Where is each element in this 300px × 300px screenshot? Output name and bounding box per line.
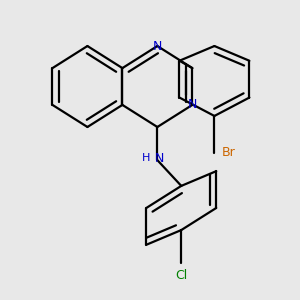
Text: Br: Br	[222, 146, 236, 159]
Text: Cl: Cl	[175, 269, 188, 282]
Text: H: H	[142, 153, 150, 163]
Text: N: N	[188, 98, 197, 111]
Text: N: N	[153, 40, 162, 52]
Text: N: N	[154, 152, 164, 165]
